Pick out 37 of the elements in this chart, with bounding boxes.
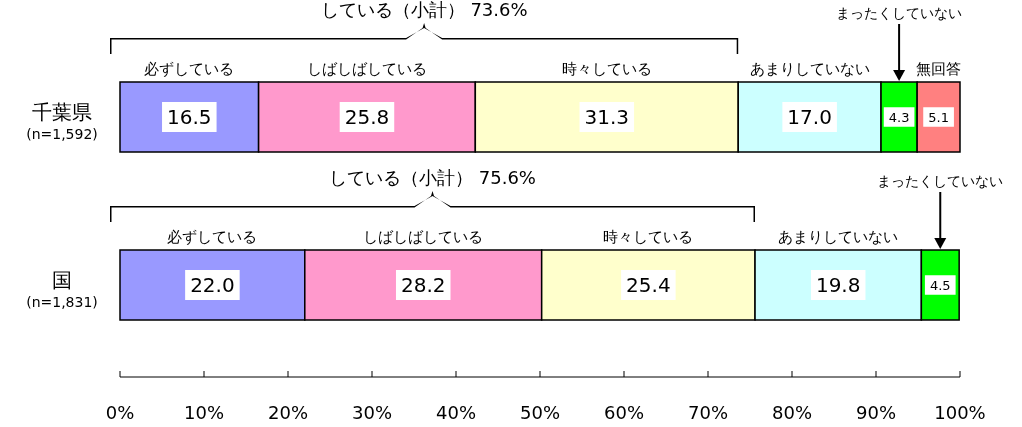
text: している（小計） 73.6% xyxy=(320,0,528,20)
series-label: 必ずしている xyxy=(144,60,235,78)
y-tick-label: 千葉県 (n=1,592) xyxy=(26,100,98,142)
text: 時々している xyxy=(603,228,694,246)
x-tick-label: 80% xyxy=(771,402,813,423)
x-tick-label: 100% xyxy=(934,402,986,423)
data-label: 16.5 xyxy=(167,105,212,129)
x-tick-label: 40% xyxy=(435,402,477,423)
data-label: 31.3 xyxy=(584,105,630,129)
data-label: 25.8 xyxy=(344,105,390,129)
annotation: している（小計） 75.6% xyxy=(329,167,536,188)
series-label: 時々している xyxy=(561,60,652,78)
series-label: まったくしていない xyxy=(877,173,1004,189)
data-label: 4.3 xyxy=(888,109,910,125)
text: まったくしていない xyxy=(836,5,963,21)
data-label: 25.4 xyxy=(626,273,671,297)
x-tick-label: 60% xyxy=(603,402,645,423)
series-label: あまりしていない xyxy=(749,60,870,78)
x-tick-label: 0% xyxy=(105,402,135,423)
text: あまりしていない xyxy=(778,228,899,246)
x-tick-label: 10% xyxy=(183,402,225,423)
data-label: 19.8 xyxy=(815,273,861,297)
x-tick-label: 90% xyxy=(855,402,897,423)
data-label: 4.5 xyxy=(929,277,951,293)
text: 必ずしている xyxy=(167,228,258,246)
data-label: 17.0 xyxy=(787,105,832,129)
x-tick-label: 70% xyxy=(687,402,729,423)
x-tick-label: 20% xyxy=(267,402,309,423)
x-tick-label: 30% xyxy=(351,402,393,423)
x-tick-label: 50% xyxy=(519,402,561,423)
text: しばしばしている xyxy=(363,228,484,246)
series-label: しばしばしている xyxy=(306,60,427,78)
y-tick-label: 国 (n=1,831) xyxy=(26,268,98,310)
data-label: 28.2 xyxy=(400,273,446,297)
series-label: 無回答 xyxy=(916,60,962,78)
data-label: 22.0 xyxy=(190,273,235,297)
data-label: 5.1 xyxy=(928,109,949,125)
